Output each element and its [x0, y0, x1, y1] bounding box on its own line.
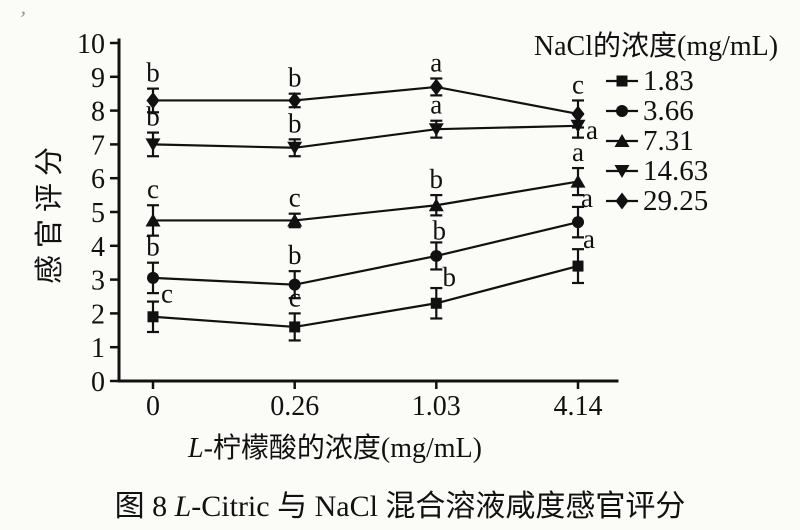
significance-letter: b: [288, 63, 302, 93]
y-tick-label: 5: [91, 198, 105, 229]
y-tick-label: 0: [91, 367, 105, 398]
significance-letter: b: [430, 164, 444, 194]
significance-letter: a: [586, 115, 598, 145]
legend-item-29.25: 29.25: [512, 186, 800, 216]
y-tick-label: 6: [91, 164, 105, 195]
series-7.31: c c b a: [145, 137, 586, 237]
significance-letter: a: [583, 224, 595, 254]
diamond-legend-icon: [606, 192, 638, 210]
circle-marker: [147, 271, 159, 284]
significance-letter: a: [581, 183, 593, 213]
circle-marker: [430, 249, 443, 262]
y-tick-label: 2: [91, 299, 105, 330]
italic-text-part: L: [188, 433, 204, 464]
triangle-down-marker: [614, 165, 630, 178]
series-line: [153, 85, 579, 116]
legend-items: 1.83 3.66 7.31 14.63 29.25: [512, 66, 800, 216]
circle-marker: [288, 278, 301, 291]
significance-letter: c: [161, 279, 173, 309]
triangle-down-marker: [145, 138, 161, 152]
chart-legend: NaCl的浓度(mg/mL) 1.83 3.66 7.31 14.63 29.25: [512, 24, 800, 216]
figure-caption: 图 8 L-Citric 与 NaCl 混合溶液咸度感官评分: [115, 481, 686, 525]
x-tick-label: 4.14: [554, 391, 603, 422]
y-tick-label: 9: [91, 63, 105, 94]
legend-item-7.31: 7.31: [512, 126, 800, 156]
square-marker: [147, 311, 159, 323]
triangle-up-marker: [570, 174, 586, 188]
x-tick-label: 0.26: [270, 391, 319, 422]
legend-label: 14.63: [643, 155, 709, 187]
y-tick-label: 4: [91, 232, 105, 263]
triangle-down-marker: [287, 141, 303, 155]
x-axis-ticks: 0 0.26 1.03 4.14: [146, 381, 603, 422]
circle-legend-icon: [606, 105, 638, 117]
text-part: -柠檬酸的浓度(mg/mL): [203, 433, 482, 464]
legend-item-14.63: 14.63: [512, 156, 800, 186]
significance-letter: b: [443, 262, 457, 292]
diamond-marker: [571, 105, 585, 123]
legend-label: 3.66: [643, 95, 694, 127]
significance-letter: c: [289, 183, 301, 213]
circle-marker: [616, 105, 628, 117]
italic-text-part: L: [174, 490, 192, 523]
diamond-marker: [288, 91, 302, 109]
triangle-up-marker: [145, 213, 161, 227]
series-line: [152, 124, 579, 149]
legend-label: 29.25: [643, 185, 709, 217]
square-legend-icon: [606, 75, 638, 87]
series-line: [152, 265, 579, 329]
text-part: 图 8: [114, 490, 175, 523]
square-marker: [616, 75, 628, 87]
significance-letter: b: [288, 240, 302, 270]
significance-letter: b: [146, 232, 160, 262]
triangle-up-legend-icon: [606, 134, 638, 147]
y-tick-label: 7: [91, 130, 105, 161]
y-tick-label: 10: [77, 29, 105, 60]
triangle-up-marker: [287, 213, 303, 227]
legend-item-3.66: 3.66: [512, 96, 800, 126]
triangle-down-marker: [428, 123, 444, 137]
legend-label: 7.31: [643, 125, 694, 157]
square-marker: [430, 297, 442, 309]
diamond-marker: [615, 192, 629, 210]
significance-letter: c: [572, 69, 584, 99]
significance-letter: a: [430, 47, 442, 77]
circle-marker: [572, 216, 584, 229]
series-29.25: b bac: [146, 47, 585, 129]
x-tick-label: 1.03: [412, 391, 461, 422]
significance-letter: b: [288, 108, 302, 138]
diamond-marker: [429, 78, 443, 96]
significance-letter: b: [146, 58, 160, 88]
diamond-marker: [146, 91, 160, 109]
significance-letter: a: [572, 137, 584, 167]
significance-letter: a: [430, 90, 442, 120]
series-3.66: b bba: [146, 183, 593, 300]
y-tick-label: 8: [91, 97, 105, 128]
x-axis-title: L-柠檬酸的浓度(mg/mL): [188, 426, 482, 466]
legend-title: NaCl的浓度(mg/mL): [533, 31, 779, 62]
square-marker: [289, 321, 301, 333]
triangle-up-marker: [614, 134, 630, 147]
significance-letter: b: [146, 102, 160, 132]
y-axis-title: 感官评分: [34, 139, 66, 285]
significance-letter: b: [433, 215, 447, 245]
square-marker: [572, 260, 584, 272]
x-tick-label: 0: [146, 391, 160, 422]
triangle-down-legend-icon: [606, 165, 638, 178]
triangle-up-marker: [428, 198, 444, 212]
y-tick-label: 3: [91, 266, 105, 297]
text-part: -Citric 与 NaCl 混合溶液咸度感官评分: [191, 490, 686, 523]
series-line: [153, 180, 579, 222]
significance-letter: c: [147, 174, 159, 204]
legend-item-1.83: 1.83: [512, 66, 800, 96]
y-tick-label: 1: [91, 333, 105, 364]
legend-label: 1.83: [643, 65, 694, 97]
series-line: [152, 221, 579, 286]
